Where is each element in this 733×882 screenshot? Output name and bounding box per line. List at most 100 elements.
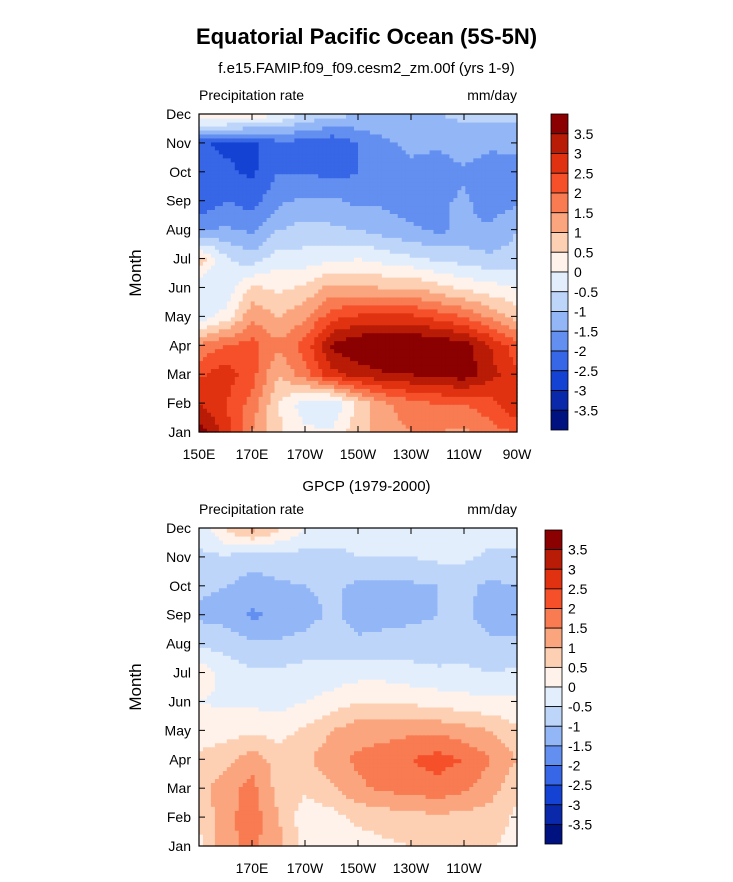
heatmap-cell	[409, 384, 415, 389]
heatmap-cell	[421, 324, 427, 330]
heatmap-cell	[441, 292, 447, 298]
heatmap-cell	[405, 284, 411, 290]
heatmap-cell	[322, 261, 327, 266]
heatmap-cell	[206, 304, 212, 310]
heatmap-cell	[330, 296, 335, 302]
heatmap-cell	[274, 308, 280, 314]
heatmap-cell	[369, 376, 375, 381]
heatmap-cell	[461, 336, 466, 342]
heatmap-cell	[441, 189, 447, 195]
heatmap-cell	[481, 269, 486, 274]
heatmap-cell	[326, 261, 331, 266]
heatmap-cell	[322, 384, 327, 389]
heatmap-cell	[306, 181, 311, 187]
heatmap-cell	[298, 300, 303, 306]
heatmap-cell	[513, 300, 518, 306]
heatmap-cell	[369, 408, 375, 413]
heatmap-cell	[497, 197, 502, 203]
heatmap-cell	[206, 300, 212, 306]
heatmap-cell	[513, 296, 518, 302]
heatmap-cell	[254, 404, 260, 409]
heatmap-cell	[413, 388, 419, 393]
heatmap-cell	[230, 348, 236, 354]
heatmap-cell	[246, 364, 252, 370]
heatmap-cell	[346, 257, 351, 262]
heatmap-cell	[314, 368, 319, 373]
heatmap-cell	[302, 193, 307, 199]
heatmap-cell	[338, 241, 343, 246]
heatmap-cell	[385, 404, 391, 409]
heatmap-cell	[294, 273, 299, 278]
heatmap-cell	[465, 332, 470, 338]
heatmap-cell	[413, 249, 419, 254]
heatmap-cell	[358, 201, 363, 207]
heatmap-cell	[369, 344, 375, 350]
heatmap-cell	[318, 424, 323, 429]
heatmap-cell	[369, 221, 375, 226]
heatmap-cell	[373, 400, 379, 405]
heatmap-cell	[361, 368, 367, 373]
heatmap-cell	[334, 416, 339, 421]
heatmap-cell	[429, 364, 435, 370]
heatmap-cell	[342, 344, 347, 350]
heatmap-cell	[389, 360, 395, 366]
heatmap-cell	[246, 376, 252, 381]
heatmap-cell	[365, 340, 371, 346]
heatmap-cell	[250, 396, 256, 401]
heatmap-cell	[493, 320, 498, 326]
heatmap-cell	[318, 249, 323, 254]
heatmap-cell	[254, 344, 260, 350]
heatmap-cell	[278, 392, 284, 397]
heatmap-cell	[509, 269, 514, 274]
heatmap-cell	[282, 284, 288, 290]
heatmap-cell	[242, 292, 248, 298]
heatmap-cell	[258, 257, 264, 262]
heatmap-cell	[314, 296, 319, 302]
heatmap-cell	[222, 312, 228, 318]
heatmap-cell	[369, 416, 375, 421]
heatmap-cell	[214, 324, 220, 330]
heatmap-field	[199, 114, 518, 433]
heatmap-cell	[365, 376, 371, 381]
heatmap-cell	[338, 384, 343, 389]
heatmap-cell	[358, 249, 363, 254]
heatmap-cell	[385, 213, 391, 218]
heatmap-cell	[461, 384, 466, 389]
heatmap-cell	[318, 225, 323, 230]
heatmap-cell	[246, 352, 252, 358]
heatmap-cell	[485, 424, 490, 429]
heatmap-cell	[322, 253, 327, 258]
heatmap-cell	[453, 380, 458, 385]
heatmap-cell	[254, 276, 260, 282]
heatmap-cell	[226, 384, 232, 389]
heatmap-cell	[238, 209, 244, 214]
heatmap-cell	[354, 296, 359, 302]
heatmap-cell	[381, 392, 387, 397]
heatmap-cell	[214, 280, 220, 286]
heatmap-cell	[294, 217, 299, 222]
heatmap-cell	[262, 241, 268, 246]
heatmap-cell	[509, 416, 514, 421]
heatmap-cell	[497, 384, 502, 389]
heatmap-cell	[274, 336, 280, 342]
heatmap-cell	[290, 428, 296, 433]
heatmap-cell	[334, 376, 339, 381]
heatmap-cell	[258, 265, 264, 270]
bottom-left-label: Precipitation rate	[199, 501, 305, 517]
heatmap-cell	[373, 412, 379, 417]
heatmap-cell	[210, 328, 216, 334]
heatmap-cell	[429, 241, 435, 246]
heatmap-cell	[286, 245, 292, 250]
heatmap-cell	[461, 245, 466, 250]
heatmap-cell	[326, 324, 331, 330]
heatmap-cell	[222, 316, 228, 322]
heatmap-cell	[230, 392, 236, 397]
heatmap-cell	[421, 213, 427, 218]
heatmap-cell	[206, 396, 212, 401]
heatmap-cell	[242, 189, 248, 195]
heatmap-cell	[262, 332, 268, 338]
heatmap-cell	[469, 213, 474, 218]
heatmap-cell	[306, 233, 311, 238]
heatmap-cell	[222, 273, 228, 278]
heatmap-cell	[509, 392, 514, 397]
